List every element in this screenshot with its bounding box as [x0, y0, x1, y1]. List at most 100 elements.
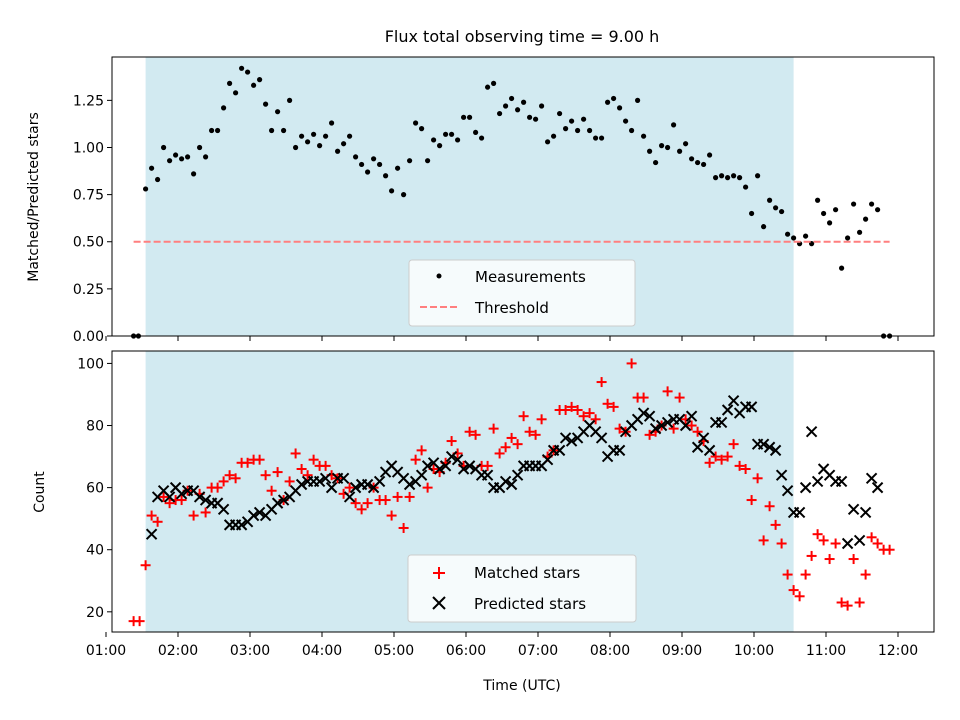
- matched-star-marker: [602, 398, 613, 409]
- predicted-star-marker: [361, 478, 374, 491]
- predicted-star-marker: [691, 441, 704, 453]
- measurement-point: [521, 99, 527, 105]
- x-tick-label: 06:00: [446, 643, 486, 659]
- measurement-point: [803, 233, 809, 239]
- measurement-point: [401, 192, 407, 198]
- measurement-point: [677, 148, 683, 154]
- measurement-point: [383, 173, 389, 179]
- matched-star-marker: [662, 386, 673, 397]
- measurement-point: [233, 90, 239, 96]
- predicted-star-marker: [505, 478, 518, 491]
- predicted-star-marker: [559, 432, 572, 444]
- measurement-point: [713, 175, 719, 181]
- measurement-point: [419, 126, 425, 132]
- bottom-y-ticks: 20 40 60 80 100: [77, 356, 112, 621]
- matched-star-marker: [776, 538, 787, 549]
- predicted-star-marker: [511, 469, 524, 481]
- predicted-star-marker: [799, 481, 812, 494]
- measurement-point: [371, 156, 377, 162]
- matched-star-marker: [512, 439, 523, 450]
- matched-star-marker: [674, 392, 685, 403]
- measurement-point: [227, 80, 233, 86]
- predicted-star-marker: [337, 472, 350, 485]
- measurement-point: [659, 143, 665, 149]
- x-tick-label: 10:00: [734, 643, 774, 659]
- matched-star-marker: [242, 457, 253, 468]
- measurement-point: [341, 141, 347, 147]
- predicted-star-marker: [481, 469, 494, 481]
- measurement-point: [581, 116, 587, 122]
- predicted-star-marker: [793, 506, 806, 519]
- predicted-star-marker: [313, 475, 326, 488]
- matched-star-marker: [320, 460, 331, 471]
- measurement-point: [269, 127, 275, 134]
- predicted-star-marker: [697, 432, 710, 444]
- measurement-point: [365, 169, 371, 175]
- matched-star-marker: [446, 436, 457, 447]
- measurement-point: [731, 173, 737, 179]
- matched-star-marker: [356, 504, 367, 515]
- matched-star-marker: [290, 448, 301, 459]
- x-axis-label: Time (UTC): [482, 678, 560, 694]
- matched-star-marker: [218, 476, 229, 487]
- matched-star-marker: [530, 429, 541, 440]
- matched-star-marker: [608, 401, 619, 412]
- matched-star-marker: [746, 495, 757, 506]
- y-tick-label: 20: [86, 605, 104, 621]
- measurement-point: [443, 131, 449, 137]
- measurement-point: [185, 154, 191, 160]
- matched-star-marker: [518, 411, 529, 422]
- measurement-point: [755, 173, 761, 179]
- matched-star-marker: [740, 463, 751, 474]
- matched-star-marker: [668, 423, 679, 434]
- predicted-star-marker: [649, 422, 662, 435]
- measurement-point: [191, 171, 197, 177]
- predicted-star-marker: [655, 419, 668, 432]
- predicted-star-marker: [769, 444, 782, 457]
- matched-star-marker: [644, 429, 655, 440]
- measurement-point: [347, 133, 353, 139]
- matched-star-marker: [308, 454, 319, 465]
- predicted-star-marker: [565, 435, 578, 447]
- measurement-point: [167, 158, 173, 164]
- measurement-point: [293, 144, 299, 151]
- measurement-point: [467, 114, 473, 120]
- predicted-star-marker: [679, 419, 692, 432]
- measurement-point: [149, 165, 155, 171]
- matched-star-marker: [176, 495, 187, 506]
- matched-legend-marker: [433, 567, 445, 579]
- measurement-point: [569, 118, 575, 124]
- measurement-point: [743, 184, 749, 190]
- measurement-point: [515, 107, 521, 113]
- predicted-star-marker: [553, 444, 566, 457]
- matched-star-marker: [572, 404, 583, 415]
- top-legend: Measurements Threshold: [408, 259, 636, 327]
- predicted-star-marker: [175, 488, 188, 500]
- measurement-point: [527, 114, 533, 120]
- predicted-star-marker: [727, 394, 740, 407]
- predicted-star-marker: [721, 404, 734, 416]
- predicted-star-marker: [613, 444, 626, 457]
- measurement-point: [287, 97, 293, 103]
- predicted-star-marker: [463, 460, 476, 472]
- measurement-legend-marker: [436, 273, 442, 279]
- measurement-point: [563, 126, 569, 132]
- measurement-point: [737, 175, 743, 181]
- measurement-point: [689, 156, 695, 162]
- matched-star-marker: [692, 426, 703, 437]
- predicted-star-marker: [163, 491, 176, 503]
- matched-star-marker: [146, 510, 157, 521]
- matched-star-marker: [188, 510, 199, 521]
- measurement-point: [647, 148, 653, 154]
- measurement-point: [539, 103, 545, 109]
- predicted-star-marker: [277, 494, 290, 506]
- measurement-point: [629, 127, 635, 134]
- top-y-ticks: 0.00 0.25 0.50 0.75 1.00 1.25: [73, 93, 112, 345]
- measurement-point: [317, 143, 323, 149]
- predicted-star-marker: [445, 450, 458, 463]
- predicted-star-marker: [193, 491, 206, 503]
- matched-star-marker: [230, 473, 241, 484]
- predicted-star-marker: [421, 460, 434, 472]
- bottom-axes-frame: [111, 350, 935, 633]
- measurement-point: [719, 173, 725, 179]
